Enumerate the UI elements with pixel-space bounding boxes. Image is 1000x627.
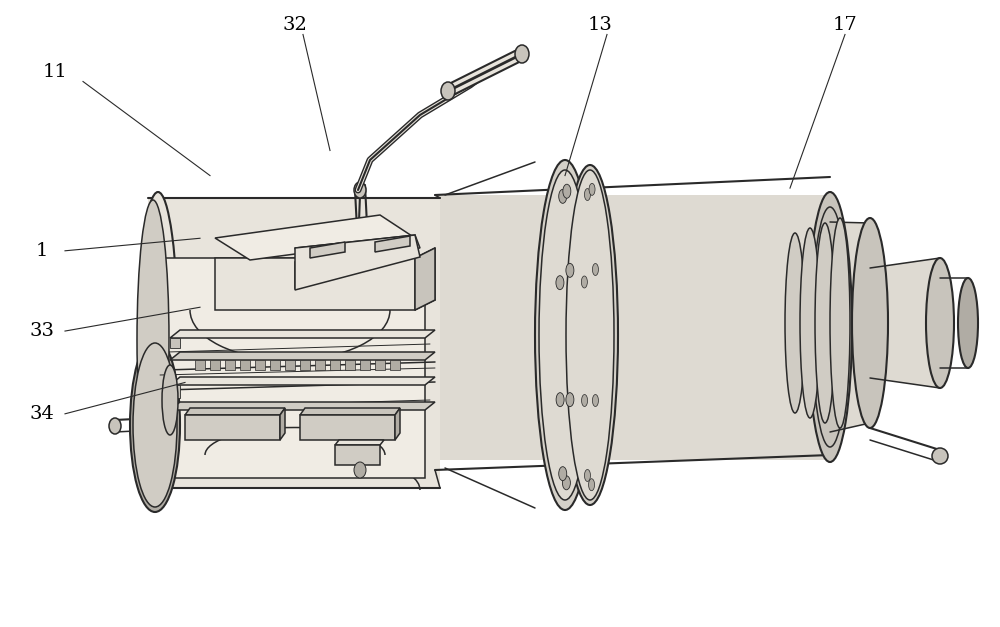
Ellipse shape [515,45,529,63]
Ellipse shape [562,476,570,490]
Ellipse shape [556,276,564,290]
Polygon shape [170,402,435,410]
Ellipse shape [800,228,820,418]
Ellipse shape [592,263,598,275]
Polygon shape [210,360,220,370]
Polygon shape [170,377,435,385]
Polygon shape [170,352,435,360]
Ellipse shape [109,418,121,434]
Polygon shape [375,360,385,370]
Polygon shape [435,195,830,460]
Polygon shape [390,360,400,370]
Polygon shape [315,360,325,370]
Ellipse shape [441,82,455,100]
Polygon shape [255,360,265,370]
Polygon shape [870,258,940,388]
Polygon shape [215,258,415,310]
Polygon shape [170,330,435,338]
Polygon shape [170,338,180,348]
Ellipse shape [559,466,567,481]
Ellipse shape [354,182,366,198]
Ellipse shape [581,276,587,288]
Ellipse shape [130,338,180,512]
Ellipse shape [582,394,588,406]
Ellipse shape [539,170,591,500]
Ellipse shape [562,165,618,505]
Polygon shape [295,235,420,290]
Text: 13: 13 [588,16,612,34]
Polygon shape [195,360,205,370]
Polygon shape [215,215,415,260]
Polygon shape [345,360,355,370]
Text: 1: 1 [36,242,48,260]
Polygon shape [300,415,395,440]
Polygon shape [375,236,410,252]
Polygon shape [170,385,180,398]
Polygon shape [295,235,420,262]
Ellipse shape [815,223,835,423]
Ellipse shape [535,160,595,510]
Text: 11: 11 [43,63,67,81]
Text: 33: 33 [30,322,54,340]
Ellipse shape [584,470,590,482]
Ellipse shape [566,393,574,407]
Ellipse shape [566,263,574,277]
Ellipse shape [926,258,954,388]
Ellipse shape [852,218,888,428]
Polygon shape [285,360,295,370]
Ellipse shape [354,462,366,478]
Text: 34: 34 [30,405,54,423]
Polygon shape [148,198,440,488]
Polygon shape [335,440,384,445]
Ellipse shape [589,183,595,196]
Polygon shape [185,408,285,415]
Polygon shape [225,360,235,370]
Ellipse shape [592,394,598,406]
Polygon shape [300,408,400,415]
Polygon shape [330,360,340,370]
Polygon shape [310,242,345,258]
Ellipse shape [958,278,978,368]
Text: 17: 17 [833,16,857,34]
Ellipse shape [559,189,567,203]
Ellipse shape [589,479,595,491]
Polygon shape [295,262,300,288]
Polygon shape [280,408,285,440]
Ellipse shape [138,192,178,488]
Ellipse shape [162,365,178,435]
Polygon shape [240,360,250,370]
Ellipse shape [584,189,590,201]
Polygon shape [335,445,380,465]
Polygon shape [300,360,310,370]
Ellipse shape [563,184,571,198]
Polygon shape [270,360,280,370]
Polygon shape [185,415,280,440]
Text: 32: 32 [283,16,307,34]
Polygon shape [830,222,870,432]
Polygon shape [360,360,370,370]
Ellipse shape [785,233,805,413]
Ellipse shape [137,200,169,480]
Polygon shape [165,258,425,478]
Ellipse shape [932,448,948,464]
Ellipse shape [830,218,850,428]
Ellipse shape [808,192,852,462]
Ellipse shape [556,393,564,407]
Ellipse shape [133,343,177,507]
Polygon shape [395,408,400,440]
Polygon shape [415,248,435,310]
Ellipse shape [566,170,614,500]
